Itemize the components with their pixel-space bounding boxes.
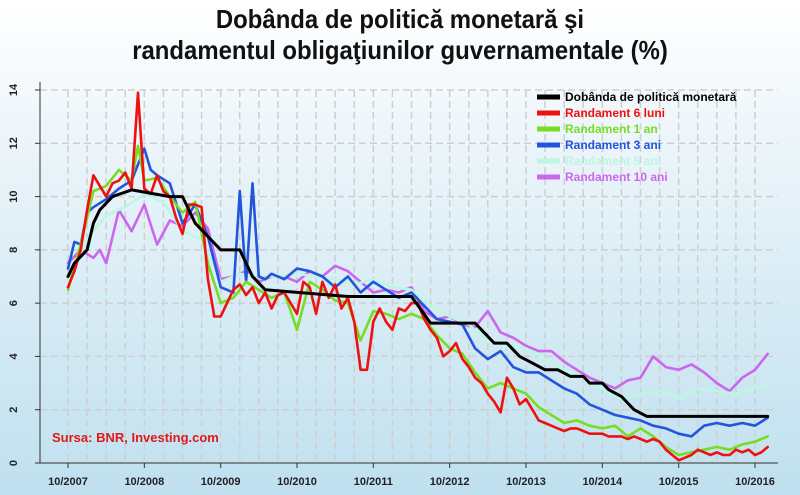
y-tick-label: 6 [8, 300, 20, 306]
axes: 0 2 4 6 8 10 12 14 10/2007 10/2008 10/2009 10/2010 1… [8, 82, 778, 488]
y-tick-label: 8 [8, 247, 20, 253]
x-tick-label: 10/2014 [582, 476, 623, 488]
series-line-1 [66, 91, 770, 462]
y-tick-label: 14 [8, 83, 20, 96]
series-line-4 [66, 192, 770, 401]
legend-label: Randament 5 ani [565, 154, 661, 168]
x-tick-label: 10/2015 [659, 476, 699, 488]
legend-label: Randament 3 ani [565, 138, 661, 152]
chart-title: Dobânda de politică monetară şi randamen… [32, 4, 768, 66]
legend-label: Randament 1 an [565, 122, 658, 136]
series-line-3 [66, 147, 770, 438]
plot-area [40, 90, 780, 463]
title-line-2: randamentul obligaţiunilor guvernamental… [132, 35, 668, 65]
series-line-2 [66, 144, 770, 457]
x-tick-label: 10/2013 [506, 476, 546, 488]
x-tick-label: 10/2007 [48, 476, 88, 488]
y-tick-label: 10 [8, 190, 20, 202]
x-tick-label: 10/2011 [354, 476, 393, 488]
series-layer [66, 91, 770, 462]
y-tick-label: 4 [8, 352, 20, 359]
y-tick-label: 0 [8, 460, 20, 466]
legend-label: Randament 10 ani [565, 170, 668, 184]
x-tick-label: 10/2009 [201, 476, 241, 488]
legend-label: Dobânda de politică monetară [565, 90, 737, 104]
y-tick-label: 12 [8, 137, 20, 149]
legend: Dobânda de politică monetară Randament 6 … [537, 90, 737, 184]
title-line-1: Dobânda de politică monetară şi [215, 4, 585, 34]
source-note: Sursa: BNR, Investing.com [52, 430, 219, 445]
x-tick-label: 10/2012 [430, 476, 470, 488]
x-tick-label: 10/2010 [277, 476, 317, 488]
grid [40, 89, 778, 464]
x-tick-label: 10/2016 [735, 476, 775, 488]
x-tick-label: 10/2008 [124, 476, 164, 488]
series-line-0 [66, 188, 770, 418]
series-line-5 [66, 203, 770, 393]
y-tick-label: 2 [8, 407, 20, 413]
legend-label: Randament 6 luni [565, 106, 665, 120]
